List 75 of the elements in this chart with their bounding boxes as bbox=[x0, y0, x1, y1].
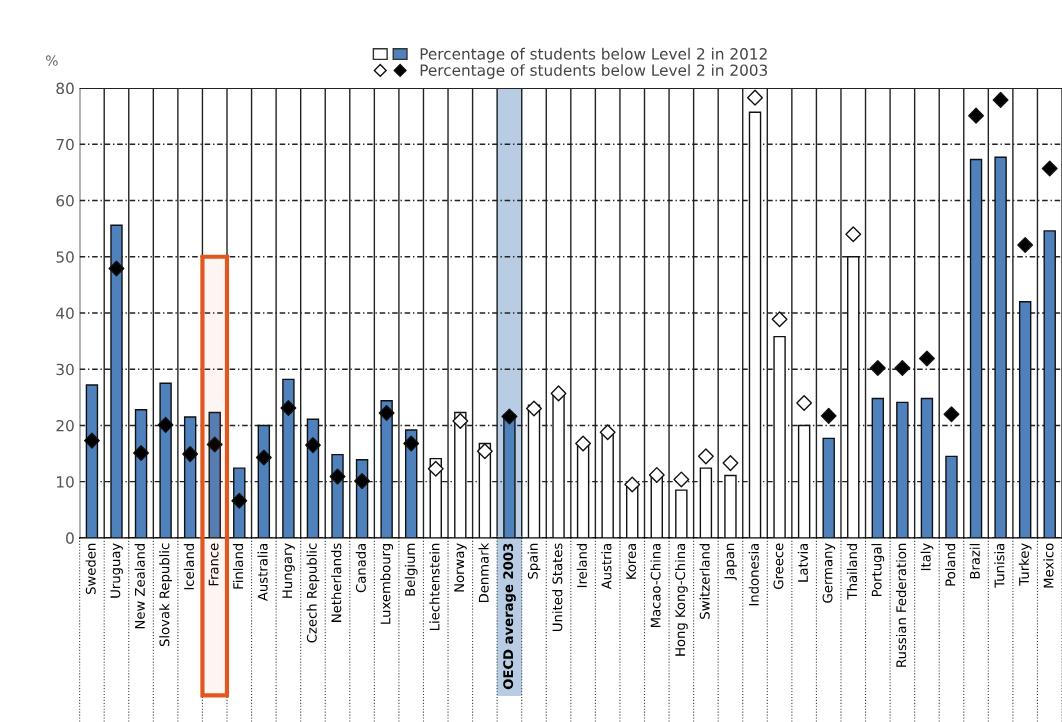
x-tick-label: Germany bbox=[822, 543, 836, 603]
bar bbox=[159, 382, 172, 538]
bar bbox=[282, 378, 295, 538]
bar bbox=[896, 401, 909, 538]
y-tick-label: 10 bbox=[57, 476, 74, 488]
x-tick-label: Iceland bbox=[183, 543, 194, 590]
x-tick-label: Greece bbox=[773, 543, 784, 589]
x-tick-label: Australia bbox=[257, 543, 268, 602]
x-tick-label: Indonesia bbox=[748, 543, 759, 606]
bar bbox=[454, 411, 467, 538]
x-tick-label: Turkey bbox=[1018, 543, 1032, 586]
x-tick-label: Canada bbox=[355, 543, 366, 593]
bar bbox=[773, 335, 786, 538]
bar bbox=[871, 397, 885, 538]
x-tick-label: Norway bbox=[454, 543, 467, 592]
x-tick-label: Portugal bbox=[871, 543, 885, 597]
y-tick-label: 70 bbox=[56, 138, 74, 151]
x-tick-label: Brazil bbox=[969, 543, 980, 579]
x-tick-label: Sweden bbox=[85, 543, 96, 595]
y-tick-label: 80 bbox=[56, 82, 74, 95]
x-tick-label: Poland bbox=[945, 543, 956, 586]
x-tick-label: Finland bbox=[232, 543, 244, 589]
x-tick-label: Netherlands bbox=[331, 543, 342, 622]
y-tick-label: 0 bbox=[66, 532, 74, 544]
bar bbox=[994, 156, 1007, 538]
y-tick-label: 30 bbox=[56, 363, 74, 376]
y-tick-label: 60 bbox=[56, 195, 74, 207]
bar bbox=[1043, 230, 1056, 538]
bar bbox=[822, 437, 835, 538]
x-tick-label: United States bbox=[552, 543, 563, 631]
x-tick-label: Korea bbox=[626, 543, 637, 579]
bar bbox=[183, 416, 197, 538]
y-tick-label: 20 bbox=[56, 419, 74, 432]
y-tick-label: 50 bbox=[56, 251, 74, 263]
x-tick-label: OECD average 2003 bbox=[503, 543, 516, 690]
x-tick-label: Belgium bbox=[404, 543, 418, 596]
x-tick-label: Macao-China bbox=[650, 543, 661, 628]
bar bbox=[134, 409, 148, 538]
bar bbox=[847, 256, 860, 538]
x-tick-label: Austria bbox=[601, 543, 612, 590]
bar bbox=[1018, 301, 1032, 538]
x-tick-label: Ireland bbox=[576, 543, 587, 588]
bar bbox=[920, 397, 934, 538]
x-tick-label: Spain bbox=[527, 543, 541, 579]
x-tick-label: Tunisia bbox=[994, 543, 1005, 588]
bar bbox=[945, 455, 958, 538]
bar bbox=[748, 111, 762, 538]
x-tick-label: Thailand bbox=[846, 543, 858, 600]
x-tick-label: Switzerland bbox=[699, 543, 710, 619]
x-tick-label: France bbox=[208, 543, 219, 586]
x-tick-label: Luxembourg bbox=[380, 543, 394, 624]
x-tick-label: Mexico bbox=[1043, 543, 1054, 588]
y-axis-title: % bbox=[46, 55, 58, 66]
bar bbox=[110, 224, 123, 538]
x-tick-label: Czech Republic bbox=[306, 543, 320, 643]
bar bbox=[208, 411, 221, 538]
y-tick-label: 40 bbox=[56, 307, 74, 320]
x-tick-label: Italy bbox=[920, 543, 934, 571]
bar bbox=[257, 424, 271, 538]
legend-label: Percentage of students below Level 2 in 2012 bbox=[420, 47, 767, 63]
x-tick-label: Denmark bbox=[478, 542, 489, 603]
x-tick-label: Slovak Republic bbox=[159, 543, 172, 647]
x-tick-label: Japan bbox=[724, 543, 737, 581]
bar bbox=[797, 424, 811, 538]
x-tick-label: New Zealand bbox=[134, 543, 145, 629]
bar bbox=[969, 158, 983, 538]
legend-label: Percentage of students below Level 2 in 2003 bbox=[420, 64, 768, 79]
x-tick-label: Hong Kong-China bbox=[674, 543, 688, 656]
x-tick-label: Russian Federation bbox=[895, 543, 907, 667]
x-tick-label: Latvia bbox=[797, 543, 808, 582]
bar bbox=[380, 400, 393, 538]
x-tick-label: Liechtenstein bbox=[429, 543, 440, 631]
bar bbox=[85, 384, 99, 538]
x-tick-label: Uruguay bbox=[110, 543, 123, 598]
x-tick-label: Hungary bbox=[282, 543, 295, 598]
